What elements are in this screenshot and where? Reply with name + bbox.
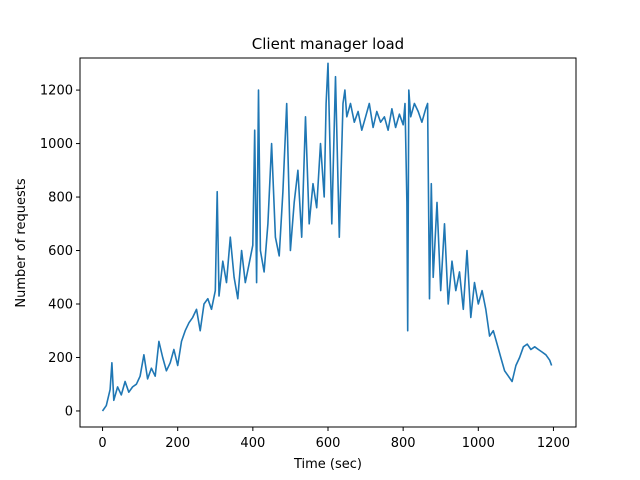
- y-tick-label: 1000: [40, 137, 73, 152]
- series-line: [101, 62, 553, 412]
- x-tick-label: 600: [316, 436, 341, 451]
- series-layer: [101, 62, 553, 412]
- chart-title: Client manager load: [252, 35, 404, 53]
- x-tick-label: 1200: [537, 436, 570, 451]
- y-tick-label: 400: [48, 298, 73, 313]
- y-tick-label: 1200: [40, 84, 73, 99]
- x-tick-label: 400: [240, 436, 265, 451]
- x-tick-label: 0: [98, 436, 106, 451]
- y-tick-label: 800: [48, 191, 73, 206]
- y-tick-label: 0: [65, 404, 73, 419]
- x-tick-label: 200: [165, 436, 190, 451]
- x-tick-label: 800: [391, 436, 416, 451]
- x-axis-label: Time (sec): [293, 457, 362, 472]
- x-tick-label: 1000: [462, 436, 495, 451]
- y-tick-label: 600: [48, 244, 73, 259]
- x-axis-ticks: 0 200 400 600 800 1000 1200: [98, 427, 570, 451]
- y-tick-label: 200: [48, 351, 73, 366]
- y-axis-label: Number of requests: [14, 178, 29, 307]
- y-axis-ticks: 0 200 400 600 800 1000 1200: [40, 84, 80, 419]
